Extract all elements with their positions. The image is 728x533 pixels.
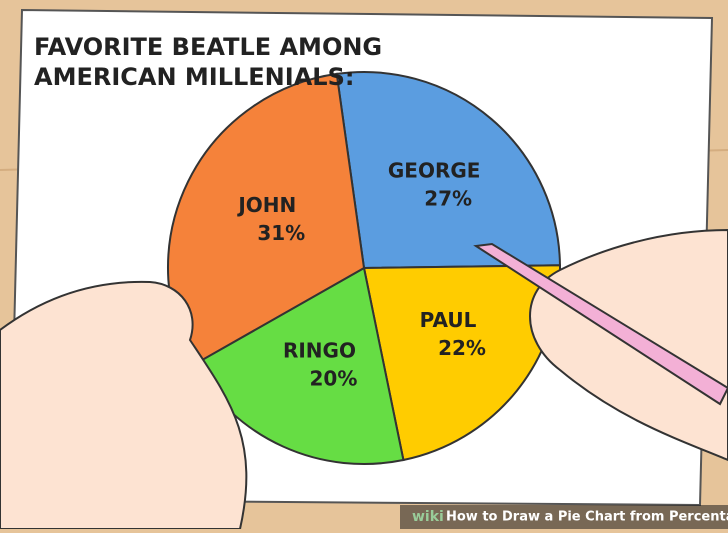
slice-label: RINGO bbox=[283, 339, 356, 363]
caption-bar bbox=[400, 505, 728, 529]
slice-label: PAUL bbox=[420, 308, 477, 332]
pie: GEORGE 27% PAUL 22% RINGO 20% JOHN 31% bbox=[167, 71, 561, 465]
slice-value-label: 27% bbox=[424, 187, 472, 211]
slice bbox=[335, 71, 561, 270]
slice-value-label: 20% bbox=[310, 367, 358, 391]
slice-value-label: 22% bbox=[438, 336, 486, 360]
left-hand bbox=[0, 280, 248, 530]
caption: How to Draw a Pie Chart from Percentages bbox=[446, 510, 728, 525]
chart-title-line: AMERICAN MILLENIALS: bbox=[34, 63, 354, 91]
brand: wiki bbox=[412, 509, 444, 525]
slice-value-label: 31% bbox=[257, 221, 305, 245]
slice-label: GEORGE bbox=[388, 159, 481, 183]
chart-title-line: FAVORITE BEATLE AMONG bbox=[34, 33, 382, 61]
slice-label: JOHN bbox=[236, 193, 296, 217]
pencil bbox=[473, 242, 728, 406]
